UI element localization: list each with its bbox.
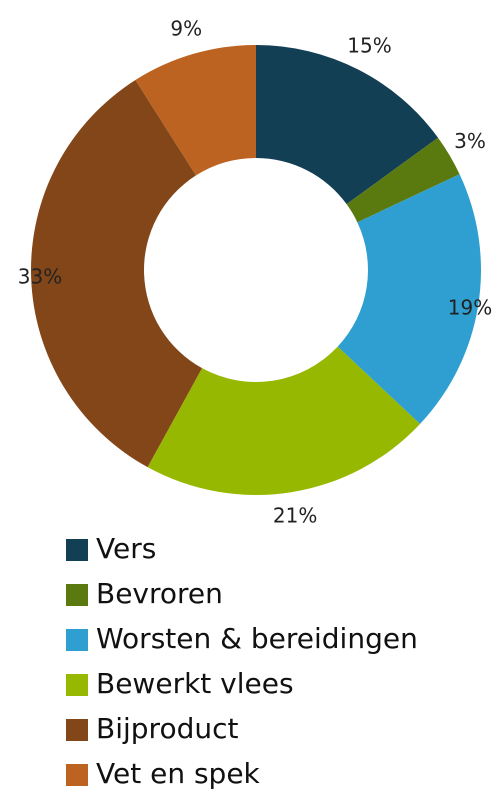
legend-swatch [66,719,88,741]
legend-swatch [66,584,88,606]
data-label: 21% [273,503,317,527]
donut-slice [346,137,460,223]
data-label: 15% [347,34,391,58]
legend-swatch [66,629,88,651]
data-label: 33% [18,264,62,288]
data-label: 9% [170,16,202,40]
legend-label: Vers [96,532,156,565]
legend-swatch [66,674,88,696]
legend-label: Bewerkt vlees [96,667,294,700]
legend-label: Bijproduct [96,712,238,745]
donut-slice [256,45,439,205]
legend-swatch [66,764,88,786]
legend-label: Worsten & bereidingen [96,622,418,655]
legend-swatch [66,539,88,561]
donut-slice [337,174,481,425]
donut-slice [135,45,256,176]
donut-slice [147,346,421,495]
legend-label: Vet en spek [96,757,261,790]
data-label: 19% [448,296,492,320]
data-label: 3% [454,129,486,153]
donut-slice [30,80,203,468]
legend-label: Bevroren [96,577,223,610]
